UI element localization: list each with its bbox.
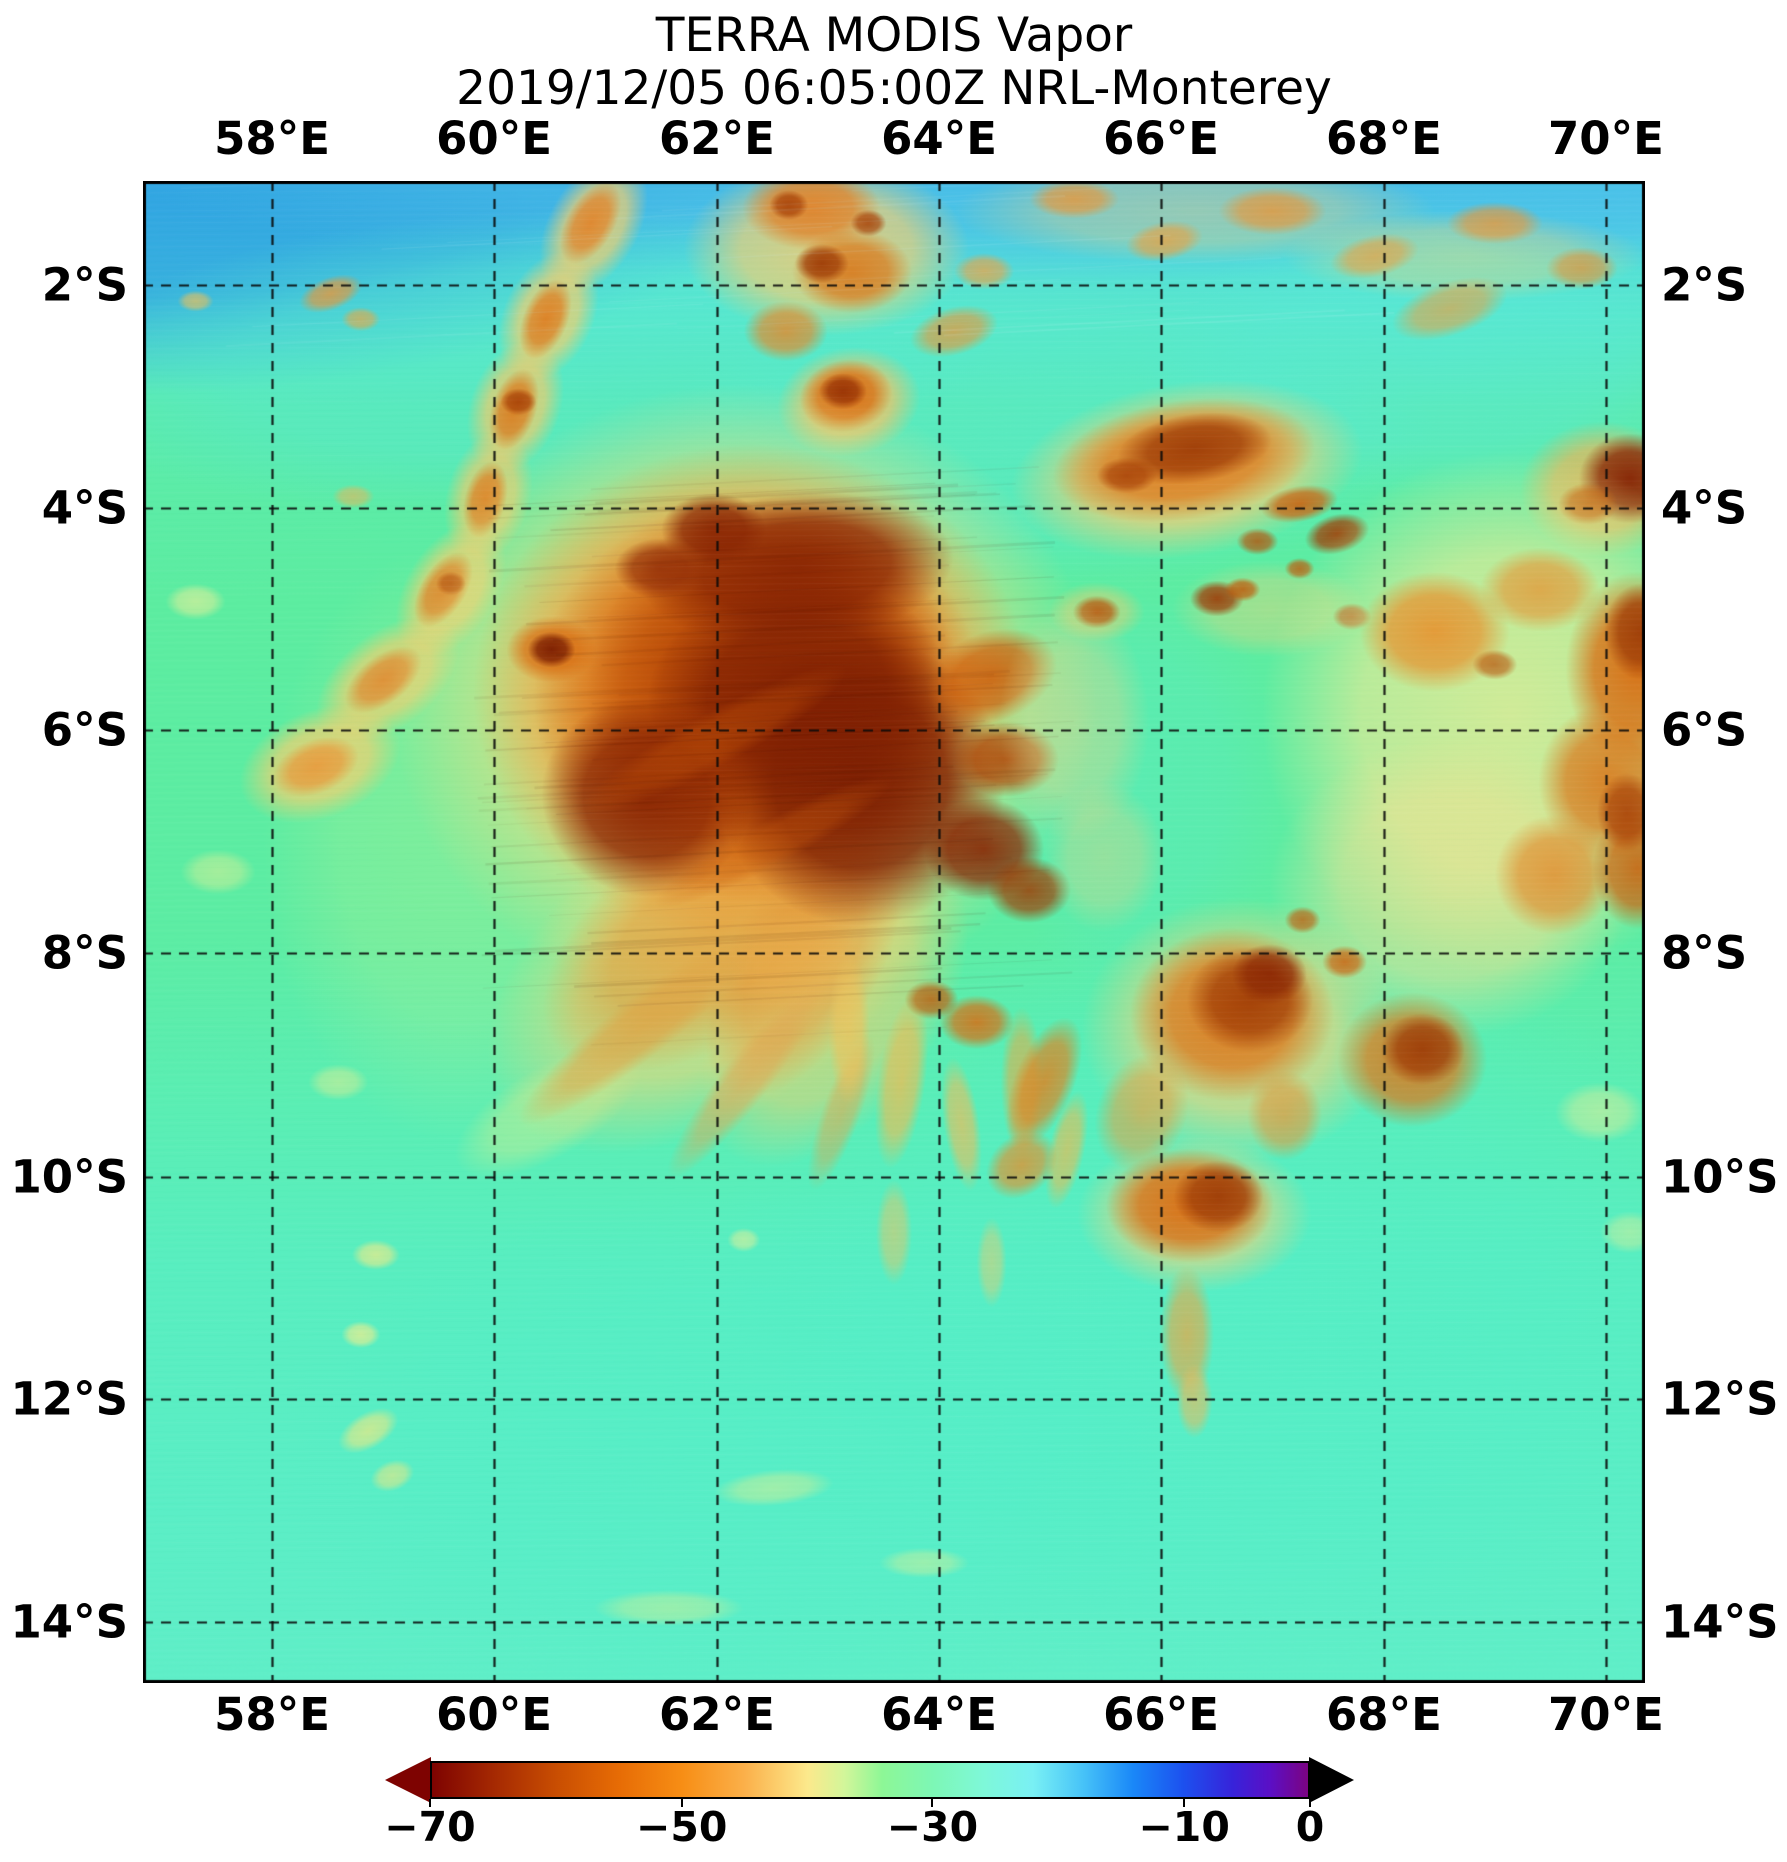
axis-right-label-10°S: 10°S (1661, 1150, 1779, 1204)
figure-title: TERRA MODIS Vapor (655, 8, 1133, 63)
colorbar-tick-−50 (680, 1799, 683, 1807)
axis-bottom-label-64°E: 64°E (881, 1688, 997, 1741)
axis-bottom-label-62°E: 62°E (658, 1688, 775, 1741)
axis-top-label-66°E: 66°E (1103, 112, 1219, 165)
axis-right-label-12°S: 12°S (1661, 1372, 1779, 1426)
colorbar-left-arrow-icon (385, 1757, 431, 1803)
colorbar-tick-−30 (931, 1799, 934, 1807)
axis-right-label-2°S: 2°S (1661, 258, 1748, 312)
axis-left-label-4°S: 4°S (41, 481, 128, 535)
colorbar-gradient-bar (430, 1761, 1310, 1799)
axis-left-label-14°S: 14°S (10, 1595, 128, 1649)
colorbar-tick-−10 (1183, 1799, 1186, 1807)
axis-top-label-58°E: 58°E (214, 112, 330, 165)
colorbar-label-−30: −30 (886, 1803, 979, 1851)
axis-top-label-70°E: 70°E (1548, 112, 1664, 165)
axis-right-label-6°S: 6°S (1661, 703, 1748, 757)
axis-left-label-2°S: 2°S (41, 258, 128, 312)
colorbar-label-0: 0 (1295, 1803, 1325, 1851)
axis-bottom-label-60°E: 60°E (436, 1688, 552, 1741)
axis-left-label-8°S: 8°S (41, 926, 128, 980)
axis-bottom-label-68°E: 68°E (1326, 1688, 1442, 1741)
axis-bottom-label-58°E: 58°E (214, 1688, 330, 1741)
axis-top-label-60°E: 60°E (436, 112, 552, 165)
axis-bottom-label-70°E: 70°E (1548, 1688, 1664, 1741)
figure-subtitle: 2019/12/05 06:05:00Z NRL-Monterey (456, 61, 1332, 116)
axis-top-label-64°E: 64°E (881, 112, 997, 165)
axis-top-label-68°E: 68°E (1326, 112, 1442, 165)
axis-left-label-12°S: 12°S (10, 1372, 128, 1426)
colorbar-tick-−70 (429, 1799, 431, 1807)
axis-right-label-4°S: 4°S (1661, 481, 1748, 535)
axis-left-label-10°S: 10°S (10, 1150, 128, 1204)
axis-right-label-14°S: 14°S (1661, 1595, 1779, 1649)
colorbar-tick-0 (1309, 1799, 1311, 1807)
colorbar-label-−70: −70 (384, 1803, 476, 1851)
axis-left-label-6°S: 6°S (41, 703, 128, 757)
axis-right-label-8°S: 8°S (1661, 926, 1748, 980)
vapor-map-image (143, 181, 1645, 1683)
colorbar-label-−10: −10 (1138, 1803, 1230, 1851)
colorbar-label-−50: −50 (635, 1803, 728, 1851)
axis-bottom-label-66°E: 66°E (1103, 1688, 1219, 1741)
colorbar-right-arrow-icon (1309, 1757, 1354, 1803)
axis-top-label-62°E: 62°E (658, 112, 775, 165)
